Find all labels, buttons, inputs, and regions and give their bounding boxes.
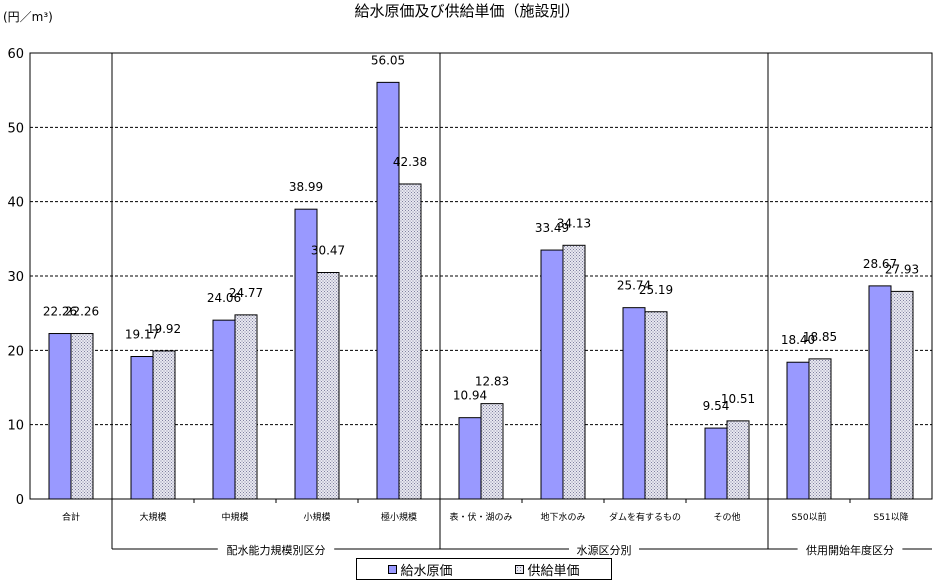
y-tick-label: 10 [7, 419, 24, 434]
data-label-series1: 24.06 [207, 291, 241, 305]
y-tick-label: 0 [16, 493, 24, 508]
x-category-label: S51以降 [873, 511, 908, 523]
x-category-label: 合計 [62, 511, 80, 523]
y-tick-label: 20 [7, 344, 24, 359]
x-category-label: 中規模 [221, 511, 248, 523]
data-label-series2: 19.92 [147, 322, 181, 336]
legend-item-series2: 供給単価 [515, 560, 580, 579]
group-label: 供用開始年度区分 [806, 543, 894, 557]
data-label-series1: 22.26 [43, 305, 77, 319]
bar-series1 [786, 361, 810, 500]
bar-series1 [704, 427, 728, 500]
bar-series2 [562, 244, 586, 500]
data-label-series1: 25.74 [617, 279, 651, 293]
y-tick-label: 40 [7, 196, 24, 211]
bar-series2 [890, 290, 914, 500]
bar-series2 [70, 333, 94, 500]
data-label-series1: 28.67 [863, 257, 897, 271]
bar-series2 [644, 311, 668, 500]
data-label-series1: 56.05 [371, 53, 405, 67]
x-category-label: 極小規模 [381, 511, 417, 523]
x-category-label: ダムを有するもの [609, 511, 681, 523]
bar-series2 [152, 350, 176, 500]
data-label-series1: 38.99 [289, 180, 323, 194]
data-label-series2: 24.77 [229, 286, 263, 300]
data-label-series2: 27.93 [885, 262, 919, 276]
legend-item-series1: 給水原価 [388, 560, 453, 579]
bar-series1 [458, 417, 482, 500]
bar-series2 [808, 358, 832, 500]
y-tick-label: 50 [7, 121, 24, 136]
data-label-series1: 33.49 [535, 221, 569, 235]
legend: 給水原価 供給単価 [356, 558, 612, 580]
bar-series1 [48, 333, 72, 500]
group-label: 配水能力規模別区分 [227, 543, 326, 557]
bar-series1 [212, 319, 236, 500]
x-category-label: S50以前 [791, 511, 826, 523]
x-category-label: 表・伏・湖のみ [449, 511, 512, 523]
x-category-label: 小規模 [303, 512, 330, 523]
bar-series1 [868, 285, 892, 500]
legend-label-series2: 供給単価 [527, 563, 580, 579]
data-label-series2: 34.13 [557, 216, 591, 230]
data-label-series1: 18.40 [781, 333, 815, 347]
bar-series1 [540, 249, 564, 500]
bar-series2 [398, 183, 422, 500]
bar-series1 [376, 81, 400, 500]
data-label-series2: 10.51 [721, 392, 755, 406]
bar-series1 [130, 356, 154, 500]
legend-swatch-series2 [515, 564, 525, 574]
chart-title: 給水原価及び供給単価（施設別） [354, 2, 580, 20]
bar-series2 [234, 314, 258, 500]
data-label-series2: 25.19 [639, 283, 673, 297]
data-label-series1: 10.94 [453, 389, 487, 403]
x-category-label: その他 [713, 511, 740, 523]
y-tick-label: 30 [7, 270, 24, 285]
bar-series1 [622, 307, 646, 500]
bar-series2 [726, 420, 750, 500]
data-label-series2: 42.38 [393, 155, 427, 169]
data-label-series1: 9.54 [703, 399, 730, 413]
data-label-series2: 22.26 [65, 305, 99, 319]
legend-swatch-series1 [388, 564, 398, 574]
data-label-series2: 30.47 [311, 244, 345, 258]
group-label: 水源区分別 [577, 543, 632, 557]
data-label-series1: 19.17 [125, 328, 159, 342]
bar-series2 [316, 272, 340, 500]
y-axis-unit-label: (円／m³) [3, 10, 53, 24]
x-category-label: 地下水のみ [540, 511, 585, 523]
data-label-series2: 18.85 [803, 330, 837, 344]
bar-series2 [480, 403, 504, 500]
x-category-label: 大規模 [139, 511, 166, 523]
plot-border [29, 52, 933, 500]
legend-label-series1: 給水原価 [400, 563, 453, 579]
y-tick-label: 60 [7, 47, 24, 62]
data-label-series2: 12.83 [475, 375, 509, 389]
